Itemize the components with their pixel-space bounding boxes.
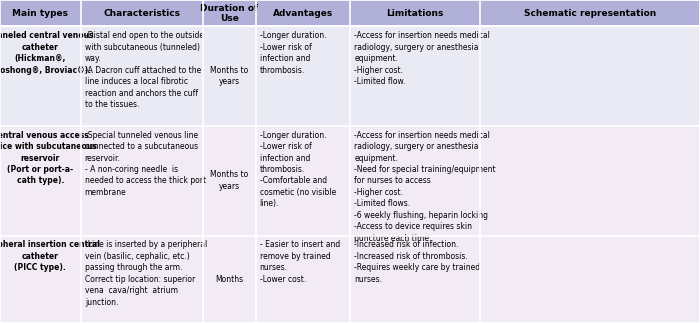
Bar <box>0 26 80 126</box>
Text: - Easier to insert and
remove by trained
nurses.
-Lower cost.: - Easier to insert and remove by trained… <box>260 240 340 284</box>
Text: -Distal end open to the outside
with subcutaneous (tunneled)
way.
-A Dacron cuff: -Distal end open to the outside with sub… <box>85 31 204 109</box>
Bar <box>480 235 700 323</box>
Bar <box>80 235 203 323</box>
Text: -Increased risk of infection.
-Increased risk of thrombosis.
-Requires weekly ca: -Increased risk of infection. -Increased… <box>354 240 480 284</box>
Text: Tunneled central venous
catheter
(Hickman®,
Groshong®, Broviac®).: Tunneled central venous catheter (Hickma… <box>0 31 94 75</box>
Bar <box>350 26 480 126</box>
Text: Months to
years: Months to years <box>210 66 248 86</box>
Text: Duration of
Use: Duration of Use <box>200 4 258 23</box>
Bar <box>480 126 700 235</box>
Bar <box>203 235 256 323</box>
Text: -Longer duration.
-Lower risk of
infection and
thrombosis.
-Comfortable and
cosm: -Longer duration. -Lower risk of infecti… <box>260 131 336 208</box>
Bar <box>0 235 80 323</box>
Text: Central venous access
device with subcutaneous
reservoir
(Port or port-a-
cath t: Central venous access device with subcut… <box>0 131 97 185</box>
Bar <box>256 26 350 126</box>
Bar <box>80 26 203 126</box>
Text: -Access for insertion needs medical
radiology, surgery or anesthesia
equipment.
: -Access for insertion needs medical radi… <box>354 31 490 86</box>
Bar <box>256 235 350 323</box>
Text: Months: Months <box>215 275 244 284</box>
Text: Advantages: Advantages <box>272 9 333 18</box>
Bar <box>480 0 700 26</box>
Bar <box>256 0 350 26</box>
Text: Schematic representation: Schematic representation <box>524 9 656 18</box>
Bar <box>0 126 80 235</box>
Text: -Special tunneled venous line
connected to a subcutaneous
reservoir.
- A non-cor: -Special tunneled venous line connected … <box>85 131 206 197</box>
Text: -Line is inserted by a peripheral
vein (basilic, cephalic, etc.)
passing through: -Line is inserted by a peripheral vein (… <box>85 240 207 307</box>
Bar <box>203 0 256 26</box>
Bar <box>350 235 480 323</box>
Bar <box>0 0 80 26</box>
Text: Main types: Main types <box>13 9 69 18</box>
Bar <box>350 126 480 235</box>
Bar <box>80 0 203 26</box>
Text: Limitations: Limitations <box>386 9 443 18</box>
Bar <box>256 126 350 235</box>
Text: Months to
years: Months to years <box>210 171 248 191</box>
Bar <box>80 126 203 235</box>
Bar <box>480 26 700 126</box>
Text: Characteristics: Characteristics <box>104 9 181 18</box>
Text: -Access for insertion needs medical
radiology, surgery or anesthesia
equipment.
: -Access for insertion needs medical radi… <box>354 131 496 243</box>
Bar <box>203 26 256 126</box>
Bar <box>350 0 480 26</box>
Bar <box>203 126 256 235</box>
Text: -Longer duration.
-Lower risk of
infection and
thrombosis.: -Longer duration. -Lower risk of infecti… <box>260 31 326 75</box>
Text: Peripheral insertion central
catheter
(PICC type).: Peripheral insertion central catheter (P… <box>0 240 100 272</box>
